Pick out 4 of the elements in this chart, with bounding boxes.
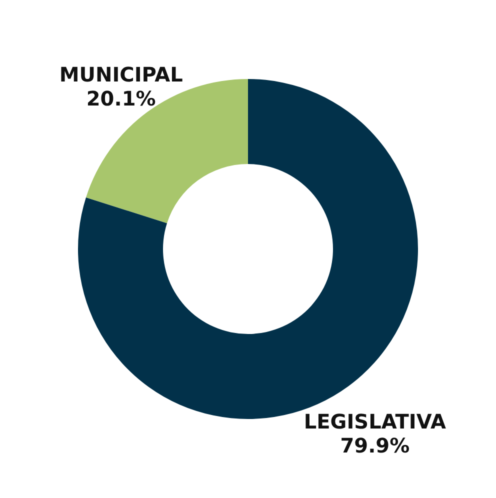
slice-label: MUNICIPAL — [59, 62, 184, 86]
slice-label: LEGISLATIVA — [304, 410, 446, 434]
data-label: 79.9% — [340, 434, 410, 458]
data-label: 20.1% — [86, 86, 156, 110]
